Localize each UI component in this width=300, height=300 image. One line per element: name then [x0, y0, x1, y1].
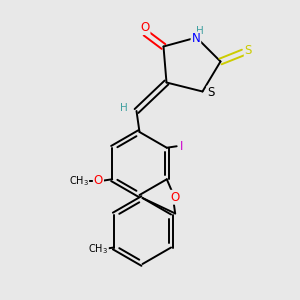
Text: O: O [140, 21, 149, 34]
Text: CH$_3$: CH$_3$ [88, 242, 108, 256]
Text: N: N [191, 32, 200, 46]
Text: O: O [94, 174, 103, 187]
Text: I: I [180, 140, 184, 153]
Text: O: O [170, 191, 179, 204]
Text: S: S [245, 44, 252, 57]
Text: H: H [196, 26, 204, 36]
Text: CH$_3$: CH$_3$ [69, 174, 88, 188]
Text: S: S [207, 86, 214, 100]
Text: H: H [120, 103, 128, 113]
